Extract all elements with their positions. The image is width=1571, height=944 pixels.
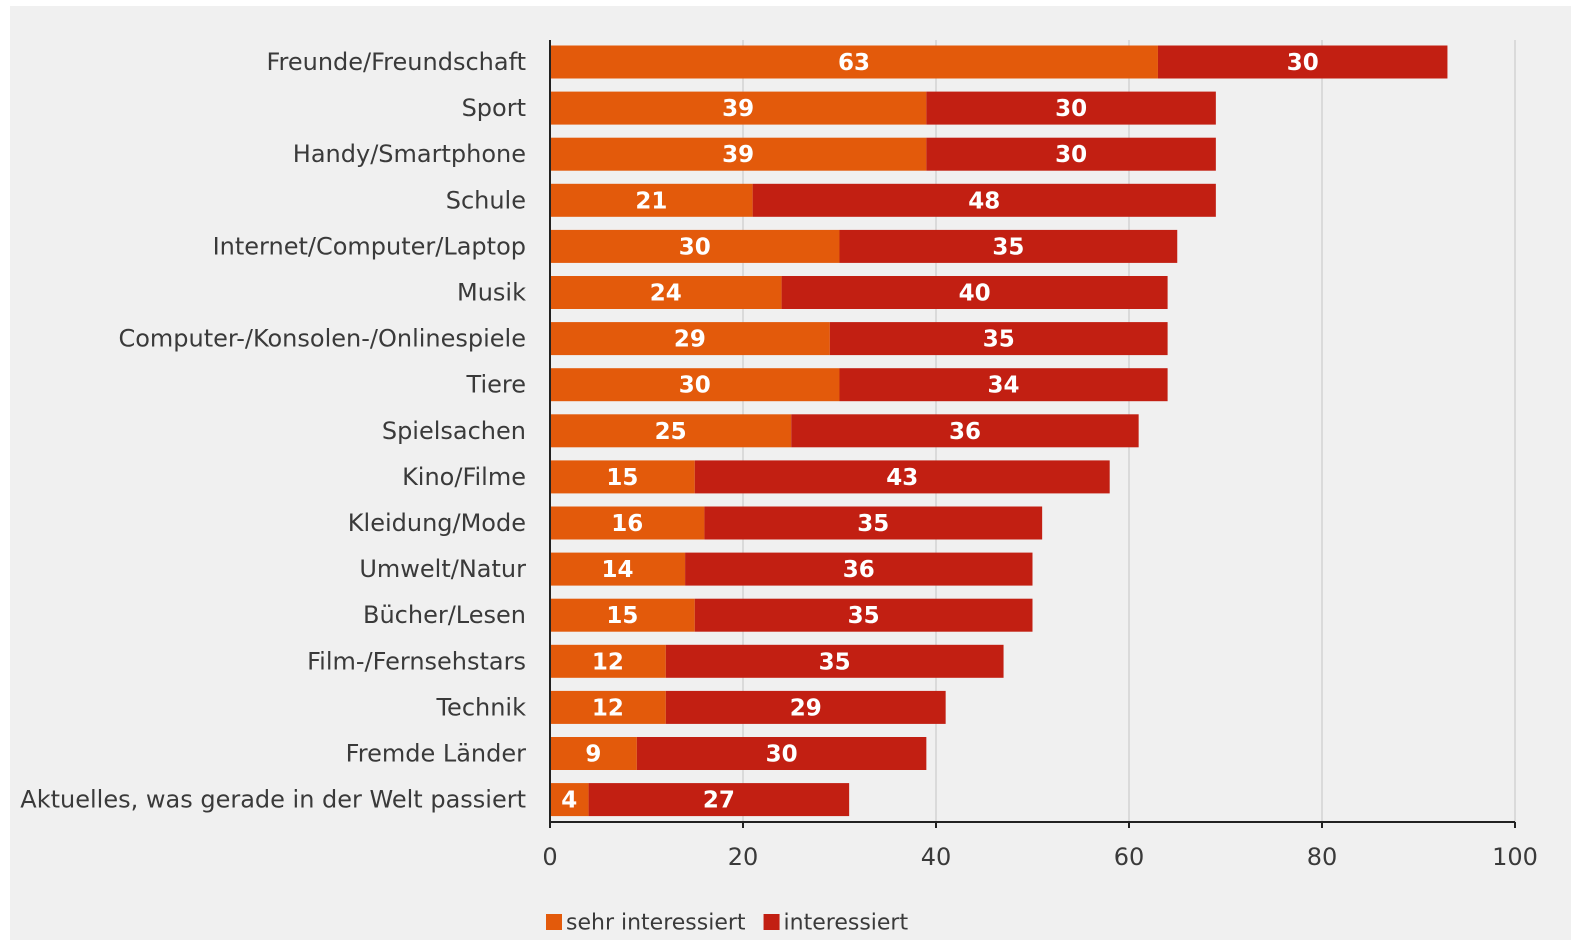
data-label: 14 — [602, 557, 634, 583]
category-label: Spielsachen — [382, 417, 526, 445]
category-label: Kleidung/Mode — [348, 509, 526, 537]
data-label: 36 — [949, 419, 981, 445]
bar-segment-interessiert[interactable] — [704, 506, 1043, 540]
bar-segment-sehr-interessiert[interactable] — [550, 322, 830, 356]
category-label: Sport — [462, 94, 526, 122]
bar-segment-interessiert[interactable] — [781, 276, 1168, 309]
bar-segment-sehr-interessiert[interactable] — [550, 368, 840, 402]
bar-segment-interessiert[interactable] — [791, 414, 1139, 448]
x-tick-label: 0 — [542, 843, 557, 871]
category-label: Computer-/Konsolen-/Onlinespiele — [118, 325, 526, 353]
bar-segment-sehr-interessiert[interactable] — [550, 276, 782, 309]
category-label: Internet/Computer/Laptop — [213, 232, 526, 260]
data-label: 12 — [592, 649, 624, 675]
data-label: 29 — [790, 695, 822, 721]
category-label: Aktuelles, was gerade in der Welt passie… — [20, 786, 526, 814]
data-label: 30 — [1055, 96, 1087, 122]
bar-segment-interessiert[interactable] — [839, 368, 1168, 402]
bar-segment-interessiert[interactable] — [636, 737, 927, 770]
data-label: 30 — [679, 373, 711, 399]
data-label: 16 — [611, 511, 643, 537]
category-label: Film-/Fernsehstars — [307, 647, 526, 675]
x-tick-label: 80 — [1307, 843, 1338, 871]
bar-segment-interessiert[interactable] — [685, 552, 1033, 586]
chart-panel: Freunde/Freundschaft 63 30 Sport 39 30 Handy/S… — [10, 6, 1571, 940]
category-label: Musik — [457, 279, 526, 307]
data-label: 39 — [722, 96, 754, 122]
bar-segment-interessiert[interactable] — [694, 598, 1033, 632]
bar-segment-interessiert[interactable] — [752, 183, 1216, 217]
bar-segment-sehr-interessiert[interactable] — [550, 460, 695, 494]
data-label: 34 — [988, 373, 1020, 399]
data-label: 30 — [1287, 50, 1319, 76]
bar-segment-sehr-interessiert[interactable] — [550, 137, 927, 171]
bar-segment-sehr-interessiert[interactable] — [550, 506, 705, 540]
category-label: Schule — [446, 186, 526, 214]
data-label: 35 — [848, 603, 880, 629]
data-label: 15 — [606, 603, 638, 629]
legend-swatch — [763, 914, 780, 930]
data-label: 35 — [819, 649, 851, 675]
data-label: 30 — [1055, 142, 1087, 168]
bar-segment-sehr-interessiert[interactable] — [550, 644, 666, 678]
bar-segment-sehr-interessiert[interactable] — [550, 783, 589, 817]
data-label: 29 — [674, 327, 706, 353]
bar-segment-sehr-interessiert[interactable] — [550, 414, 792, 448]
x-tick-label: 20 — [728, 843, 759, 871]
legend-label: interessiert — [784, 911, 909, 936]
bar-segment-sehr-interessiert[interactable] — [550, 598, 695, 632]
x-tick-label: 100 — [1492, 843, 1538, 871]
data-label: 35 — [983, 327, 1015, 353]
data-label: 36 — [843, 557, 875, 583]
bar-segment-interessiert[interactable] — [588, 783, 850, 817]
legend-swatch — [546, 914, 562, 930]
data-label: 40 — [959, 281, 991, 307]
bar-segment-sehr-interessiert[interactable] — [550, 183, 753, 217]
category-label: Fremde Länder — [346, 740, 526, 768]
bar-segment-interessiert[interactable] — [665, 644, 1004, 678]
bar-segment-sehr-interessiert[interactable] — [550, 229, 840, 263]
bar-segment-interessiert[interactable] — [665, 690, 946, 724]
stacked-bar-chart: Freunde/Freundschaft 63 30 Sport 39 30 Handy/S… — [20, 40, 1538, 936]
data-label: 24 — [650, 281, 682, 307]
bar-segment-interessiert[interactable] — [1157, 45, 1448, 79]
category-label: Technik — [435, 693, 526, 721]
data-label: 48 — [968, 188, 1000, 214]
category-label: Tiere — [466, 371, 526, 399]
bar-segment-interessiert[interactable] — [926, 137, 1216, 171]
bar-segment-sehr-interessiert[interactable] — [550, 552, 686, 586]
category-label: Kino/Filme — [402, 463, 526, 491]
data-label: 30 — [766, 742, 798, 768]
bar-segment-sehr-interessiert[interactable] — [550, 91, 927, 125]
data-label: 27 — [703, 788, 735, 814]
data-label: 30 — [679, 234, 711, 260]
bar-segment-interessiert[interactable] — [694, 460, 1110, 494]
category-label: Handy/Smartphone — [293, 140, 526, 168]
data-label: 25 — [655, 419, 687, 445]
data-label: 12 — [592, 695, 624, 721]
bar-segment-sehr-interessiert[interactable] — [550, 690, 666, 724]
data-label: 35 — [857, 511, 889, 537]
data-label: 9 — [585, 742, 601, 768]
data-label: 35 — [992, 234, 1024, 260]
bar-segment-interessiert[interactable] — [829, 322, 1168, 356]
category-label: Bücher/Lesen — [363, 601, 526, 629]
bar-segment-sehr-interessiert[interactable] — [550, 45, 1158, 79]
data-label: 43 — [886, 465, 918, 491]
x-tick-label: 60 — [1114, 843, 1145, 871]
bar-segment-sehr-interessiert[interactable] — [550, 737, 637, 770]
category-label: Freunde/Freundschaft — [266, 48, 526, 76]
legend-label: sehr interessiert — [566, 911, 746, 936]
data-label: 39 — [722, 142, 754, 168]
data-label: 4 — [561, 788, 577, 814]
data-label: 63 — [838, 50, 870, 76]
x-tick-label: 40 — [921, 843, 952, 871]
bar-segment-interessiert[interactable] — [839, 229, 1178, 263]
bar-segment-interessiert[interactable] — [926, 91, 1216, 125]
category-label: Umwelt/Natur — [359, 555, 526, 583]
data-label: 21 — [635, 188, 667, 214]
data-label: 15 — [606, 465, 638, 491]
